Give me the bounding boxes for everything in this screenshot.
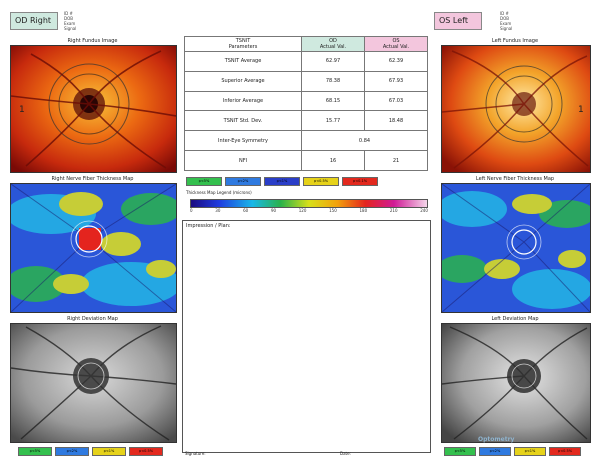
left-rnfl-label: Left Nerve Fiber Thickness Map: [475, 176, 555, 182]
row-label: Inferior Average: [184, 90, 302, 112]
left-deviation-label: Left Deviation Map: [491, 316, 539, 322]
legend-item: p<2%: [55, 447, 89, 456]
right-deviation-label: Right Deviation Map: [67, 316, 118, 322]
thickness-scale-ticks: 0 30 60 90 120 150 180 210 240: [190, 208, 428, 213]
scale-tick: 150: [329, 208, 337, 213]
row-os-value: 67.93: [364, 70, 428, 92]
signature-label: Signature:: [185, 451, 206, 456]
scale-tick: 120: [298, 208, 307, 213]
thickness-scale-bar: [190, 199, 428, 208]
legend-item: p<1%: [92, 447, 126, 456]
left-fundus-marker: 1: [578, 105, 584, 115]
scale-tick: 90: [270, 208, 277, 213]
os-head-label: OS: [392, 38, 400, 44]
impression-title: Impression / Plan:: [186, 223, 231, 229]
row-od-value: 62.97: [301, 51, 365, 72]
tsnit-parameters-table: TSNIT Parameters OD Actual Val. OS Actua…: [184, 36, 428, 171]
symmetry-label: Inter-Eye Symmetry: [184, 130, 302, 152]
left-fundus-image: 1: [441, 45, 591, 173]
right-fundus-image: 1: [10, 45, 177, 173]
nfi-label: NFI: [184, 150, 302, 171]
legend-item: p<2%: [479, 447, 511, 456]
table-row: TSNIT Std. Dev. 15.77 18.48: [184, 110, 428, 132]
right-meta-id: ID #: [64, 11, 73, 16]
row-label: TSNIT Std. Dev.: [184, 110, 302, 132]
significance-legend-bottom-left: p<5% p<2% p<1% p<0.5%: [18, 447, 163, 456]
table-row: Inferior Average 68.15 67.03: [184, 90, 428, 112]
right-rnfl-map: [10, 183, 177, 313]
right-meta-exam: Exam: [64, 21, 76, 26]
row-label: TSNIT Average: [184, 51, 302, 72]
table-row: Inter-Eye Symmetry 0.84: [184, 130, 428, 152]
legend-item: p<0.5%: [303, 177, 339, 186]
right-rnfl-label: Right Nerve Fiber Thickness Map: [51, 176, 134, 182]
row-os-value: 62.39: [364, 51, 428, 72]
right-fundus-marker: 1: [19, 105, 25, 115]
left-deviation-map: [441, 323, 591, 443]
nfi-os-value: 21: [364, 150, 428, 171]
left-meta: ID # DOB Exam Signal: [500, 11, 512, 31]
od-sub-label: Actual Val.: [319, 44, 347, 50]
table-row: TSNIT Average 62.97 62.39: [184, 51, 428, 72]
legend-item: p<5%: [186, 177, 222, 186]
right-deviation-map: [10, 323, 177, 443]
os-left-badge: OS Left: [434, 12, 482, 30]
scale-tick: 0: [190, 208, 193, 213]
left-meta-dob: DOB: [500, 16, 509, 21]
legend-item: p<1%: [264, 177, 300, 186]
nfi-od-value: 16: [301, 150, 365, 171]
left-meta-id: ID #: [500, 11, 509, 16]
left-meta-exam: Exam: [500, 21, 512, 26]
table-header-parameter: TSNIT Parameters: [184, 36, 302, 52]
scale-tick: 210: [389, 208, 398, 213]
table-row: NFI 16 21: [184, 150, 428, 171]
left-meta-signal: Signal: [500, 26, 513, 31]
scale-tick: 30: [215, 208, 221, 213]
legend-item: p<0.1%: [342, 177, 378, 186]
legend-item: p<1%: [514, 447, 546, 456]
date-label: Date:: [340, 451, 351, 456]
scale-tick: 60: [243, 208, 249, 213]
significance-legend-top: p<5% p<2% p<1% p<0.5% p<0.1%: [186, 177, 378, 186]
table-header-os: OS Actual Val.: [364, 36, 428, 52]
row-label: Superior Average: [184, 70, 302, 92]
thickness-legend-title: Thickness Map Legend (microns): [186, 190, 252, 195]
od-right-badge: OD Right: [10, 12, 58, 30]
os-sub-label: Actual Val.: [382, 44, 410, 50]
left-fundus-label: Left Fundus Image: [491, 38, 539, 44]
row-od-value: 15.77: [301, 110, 365, 132]
legend-item: p<2%: [225, 177, 261, 186]
left-rnfl-map: [441, 183, 591, 313]
symmetry-value: 0.84: [301, 130, 428, 152]
legend-item: p<0.5%: [549, 447, 581, 456]
legend-item: p<5%: [444, 447, 476, 456]
row-os-value: 67.03: [364, 90, 428, 112]
right-meta: ID # DOB Exam Signal: [64, 11, 76, 31]
table-header-od: OD Actual Val.: [301, 36, 365, 52]
legend-item: p<0.5%: [129, 447, 163, 456]
right-meta-signal: Signal: [64, 26, 77, 31]
scale-tick: 240: [420, 208, 428, 213]
table-header-tsnit: TSNIT: [235, 38, 251, 44]
watermark-logo: Optometry: [478, 436, 515, 443]
od-head-label: OD: [329, 38, 337, 44]
row-od-value: 68.15: [301, 90, 365, 112]
right-meta-dob: DOB: [64, 16, 73, 21]
scale-tick: 180: [359, 208, 368, 213]
impression-plan-box[interactable]: Impression / Plan:: [182, 220, 431, 453]
table-row: Superior Average 78.38 67.93: [184, 70, 428, 92]
significance-legend-bottom-right: p<5% p<2% p<1% p<0.5%: [444, 447, 581, 456]
row-od-value: 78.38: [301, 70, 365, 92]
table-header-parameters: Parameters: [228, 44, 258, 50]
row-os-value: 18.48: [364, 110, 428, 132]
legend-item: p<5%: [18, 447, 52, 456]
right-fundus-label: Right Fundus Image: [67, 38, 118, 44]
